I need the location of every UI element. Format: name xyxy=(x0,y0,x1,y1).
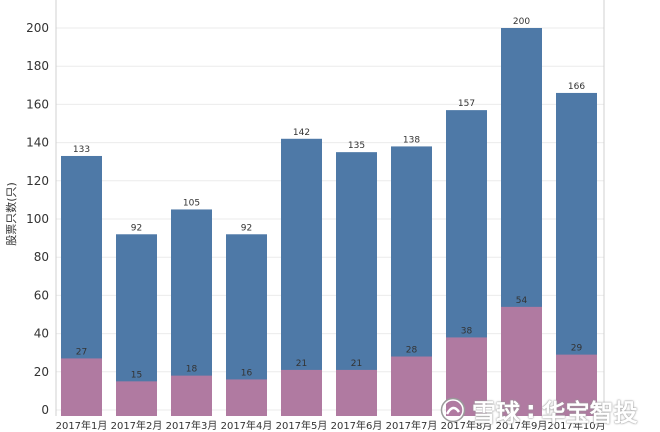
y-axis-label: 股票只数(只) xyxy=(5,182,18,246)
bar-subset xyxy=(556,354,597,416)
snowball-logo-icon xyxy=(440,397,466,423)
y-tick-label: 160 xyxy=(26,97,49,111)
bar-subset xyxy=(281,369,322,416)
x-tick-label: 2017年4月 xyxy=(221,419,273,432)
watermark-separator: : xyxy=(526,396,536,424)
y-tick-label: 20 xyxy=(34,365,49,379)
data-label-total: 166 xyxy=(568,82,585,92)
x-tick-label: 2017年1月 xyxy=(56,419,108,432)
data-label-total: 138 xyxy=(403,135,420,145)
y-tick-label: 40 xyxy=(34,327,49,341)
x-tick-label: 2017年3月 xyxy=(166,419,218,432)
bar-subset xyxy=(391,356,432,416)
watermark: 雪球 : 华宝智投 xyxy=(440,392,656,428)
y-tick-label: 120 xyxy=(26,174,49,188)
data-labels: 133 27 92 15 105 18 92 16 142 21 135 21 138 28 157 38 20… xyxy=(73,17,585,380)
data-label-total: 157 xyxy=(458,99,475,109)
data-label-subset: 18 xyxy=(186,365,198,375)
bar-subset xyxy=(501,306,542,416)
data-label-total: 92 xyxy=(241,223,252,233)
data-label-subset: 16 xyxy=(241,368,253,378)
bar-total xyxy=(281,138,322,416)
bar-subset xyxy=(171,375,212,416)
y-tick-label: 80 xyxy=(34,250,49,264)
data-label-subset: 15 xyxy=(131,370,142,380)
x-tick-label: 2017年5月 xyxy=(276,419,328,432)
x-tick-label: 2017年7月 xyxy=(386,419,438,432)
data-label-subset: 54 xyxy=(516,296,528,306)
y-tick-label: 180 xyxy=(26,59,49,73)
bar-subset xyxy=(61,358,102,416)
data-label-total: 135 xyxy=(348,141,365,151)
data-label-subset: 27 xyxy=(76,347,87,357)
bar-subset xyxy=(226,379,267,416)
data-label-total: 200 xyxy=(513,17,530,27)
bars xyxy=(61,28,597,417)
data-label-total: 142 xyxy=(293,128,310,138)
x-tick-label: 2017年10月 xyxy=(547,419,605,432)
data-label-total: 105 xyxy=(183,198,200,208)
data-label-total: 92 xyxy=(131,223,142,233)
x-tick-label: 2017年6月 xyxy=(331,419,383,432)
bar-subset xyxy=(116,381,157,416)
x-tick-label: 2017年8月 xyxy=(441,419,493,432)
data-label-subset: 21 xyxy=(296,359,307,369)
watermark-brand: 雪球 xyxy=(472,398,520,427)
y-tick-label: 60 xyxy=(34,288,49,302)
y-axis: 0 20 40 60 80 100 120 140 160 180 200 xyxy=(26,0,605,417)
y-tick-label: 100 xyxy=(26,212,49,226)
y-tick-label: 0 xyxy=(41,403,49,417)
x-tick-label: 2017年9月 xyxy=(496,419,548,432)
x-tick-label: 2017年2月 xyxy=(111,419,163,432)
data-label-subset: 21 xyxy=(351,359,362,369)
data-label-subset: 29 xyxy=(571,344,583,354)
x-axis: 2017年1月 2017年2月 2017年3月 2017年4月 2017年5月 2017年… xyxy=(56,419,606,432)
data-label-subset: 38 xyxy=(461,326,473,336)
y-tick-label: 140 xyxy=(26,136,49,150)
watermark-author: 华宝智投 xyxy=(541,398,638,427)
data-label-total: 133 xyxy=(73,145,90,155)
bar-subset xyxy=(446,337,487,416)
y-tick-label: 200 xyxy=(26,21,49,35)
bar-subset xyxy=(336,369,377,416)
data-label-subset: 28 xyxy=(406,346,418,356)
